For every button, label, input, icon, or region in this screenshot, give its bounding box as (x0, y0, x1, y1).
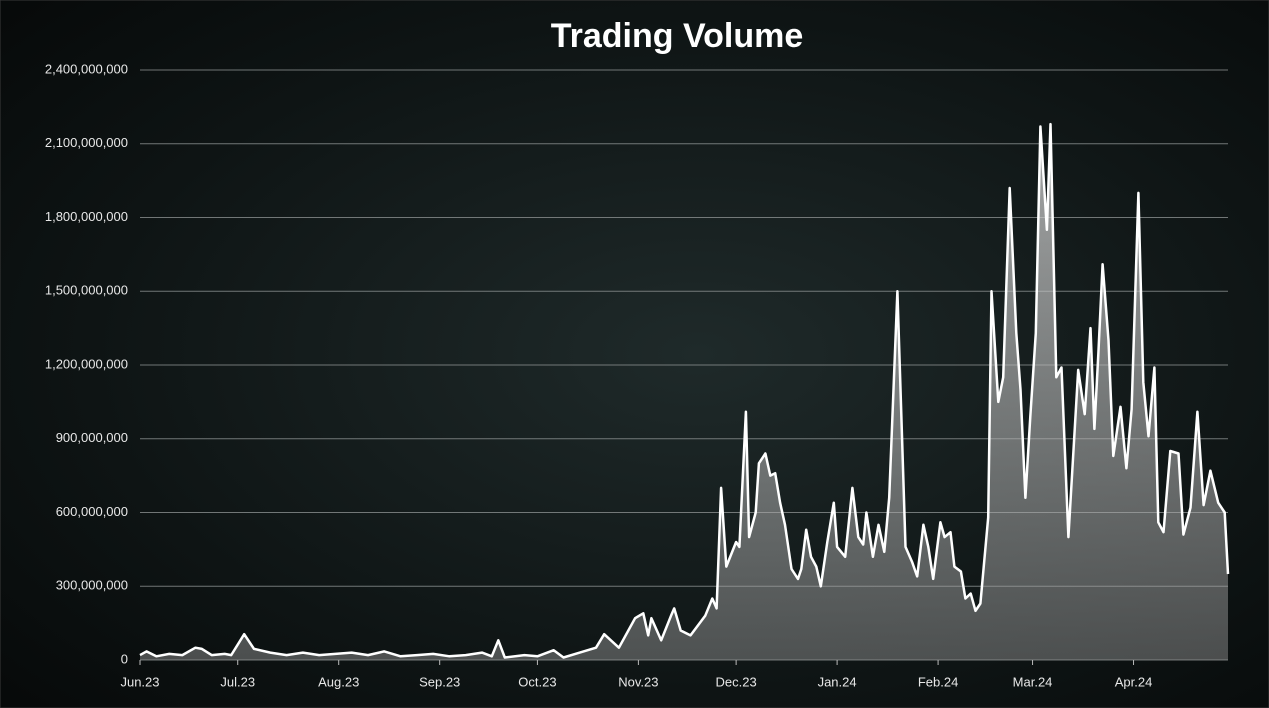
y-tick-label: 300,000,000 (56, 578, 128, 593)
x-tick-label: Mar.24 (1013, 674, 1053, 689)
y-tick-label: 600,000,000 (56, 504, 128, 519)
x-tick-label: Dec.23 (716, 674, 757, 689)
x-tick-label: Apr.24 (1115, 674, 1153, 689)
y-tick-label: 0 (121, 651, 128, 666)
x-tick-label: Jul.23 (220, 674, 255, 689)
chart-title: Trading Volume (551, 17, 804, 55)
x-tick-label: Jan.24 (818, 674, 857, 689)
line (139, 122, 1230, 659)
y-tick-label: 2,400,000,000 (45, 61, 128, 76)
x-tick-label: Oct.23 (518, 674, 556, 689)
x-tick-label: Sep.23 (419, 674, 460, 689)
y-tick-label: 1,500,000,000 (45, 283, 128, 298)
x-tick-label: Aug.23 (318, 674, 359, 689)
area (140, 124, 1228, 661)
x-tick-label: Jun.23 (120, 674, 159, 689)
y-tick-label: 900,000,000 (56, 430, 128, 445)
x-tick-label: Feb.24 (918, 674, 958, 689)
x-tick-label: Nov.23 (618, 674, 658, 689)
y-tick-label: 1,800,000,000 (45, 209, 128, 224)
y-tick-label: 1,200,000,000 (45, 356, 128, 371)
y-tick-label: 2,100,000,000 (45, 135, 128, 150)
